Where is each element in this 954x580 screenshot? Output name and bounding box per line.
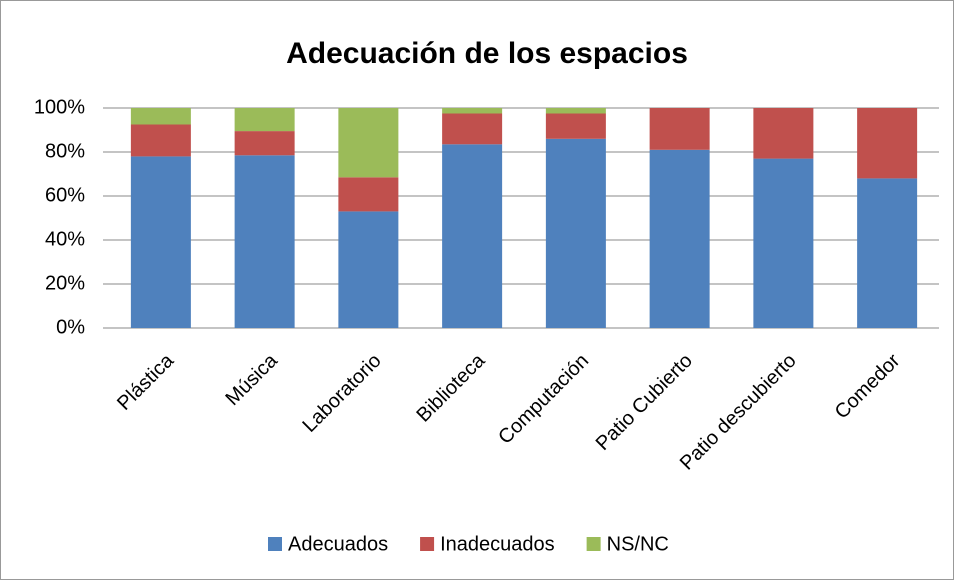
y-tick-label: 20%: [45, 272, 85, 294]
bar-segment: [857, 108, 918, 179]
legend-label: Inadecuados: [440, 533, 555, 555]
y-tick-label: 0%: [56, 316, 85, 338]
bar-segment: [442, 144, 503, 328]
legend-swatch: [268, 537, 282, 551]
bar-segment: [649, 108, 710, 150]
bar-segment: [545, 108, 606, 114]
bar-segment: [338, 177, 399, 212]
bar-segment: [545, 138, 606, 328]
bar-segment: [545, 113, 606, 139]
bar-segment: [338, 211, 399, 328]
bar-segment: [234, 131, 295, 156]
y-tick-label: 60%: [45, 184, 85, 206]
legend-swatch: [586, 537, 601, 551]
bar-segment: [442, 113, 503, 145]
y-tick-label: 40%: [45, 228, 85, 250]
legend-label: NS/NC: [607, 533, 669, 555]
y-tick-label: 100%: [34, 96, 85, 118]
bar-segment: [234, 108, 295, 132]
bar-segment: [130, 156, 191, 328]
bar-segment: [338, 108, 399, 178]
bar-segment: [753, 158, 814, 328]
bar-segment: [130, 124, 191, 157]
chart-title: Adecuación de los espacios: [286, 37, 688, 70]
bar-segment: [649, 149, 710, 328]
bar-segment: [442, 108, 503, 114]
bar-segment: [857, 178, 918, 328]
y-tick-label: 80%: [45, 140, 85, 162]
legend-label: Adecuados: [288, 533, 388, 555]
legend-swatch: [420, 537, 435, 551]
bar-segment: [234, 155, 295, 328]
bar-segment: [130, 108, 191, 125]
bar-segment: [753, 108, 814, 159]
